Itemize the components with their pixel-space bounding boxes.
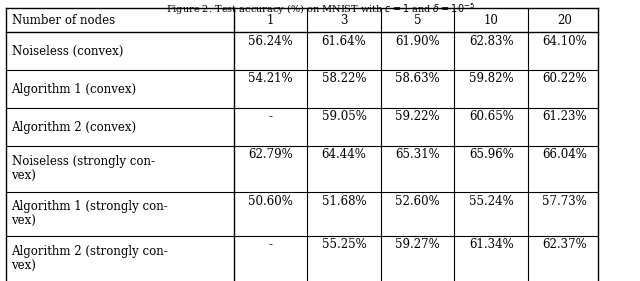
Text: 52.60%: 52.60% bbox=[396, 195, 440, 208]
Text: 62.37%: 62.37% bbox=[543, 238, 587, 251]
Text: 56.24%: 56.24% bbox=[248, 35, 292, 47]
Text: 57.73%: 57.73% bbox=[542, 195, 588, 208]
Text: Algorithm 2 (convex): Algorithm 2 (convex) bbox=[12, 121, 137, 134]
Text: 58.63%: 58.63% bbox=[396, 72, 440, 85]
Text: 61.23%: 61.23% bbox=[543, 110, 587, 123]
Text: Number of nodes: Number of nodes bbox=[12, 14, 115, 27]
Text: 61.64%: 61.64% bbox=[322, 35, 366, 47]
Text: 54.21%: 54.21% bbox=[248, 72, 292, 85]
Text: 20: 20 bbox=[557, 14, 572, 27]
Text: Algorithm 1 (strongly con-
vex): Algorithm 1 (strongly con- vex) bbox=[12, 200, 168, 228]
Text: 59.82%: 59.82% bbox=[469, 72, 513, 85]
Text: 61.90%: 61.90% bbox=[396, 35, 440, 47]
Text: 1: 1 bbox=[267, 14, 274, 27]
Text: 60.22%: 60.22% bbox=[543, 72, 587, 85]
Text: Noiseless (strongly con-
vex): Noiseless (strongly con- vex) bbox=[12, 155, 154, 183]
Text: 61.34%: 61.34% bbox=[469, 238, 513, 251]
Text: 59.22%: 59.22% bbox=[396, 110, 440, 123]
Text: Algorithm 1 (convex): Algorithm 1 (convex) bbox=[12, 83, 137, 96]
Text: 64.44%: 64.44% bbox=[321, 148, 367, 161]
Text: Noiseless (convex): Noiseless (convex) bbox=[12, 45, 123, 58]
Text: 58.22%: 58.22% bbox=[322, 72, 366, 85]
Text: 62.83%: 62.83% bbox=[469, 35, 513, 47]
Text: Figure 2: Test accuracy (%) on MNIST with $\epsilon=1$ and $\delta=10^{-5}$: Figure 2: Test accuracy (%) on MNIST wit… bbox=[166, 1, 474, 17]
Text: 62.79%: 62.79% bbox=[248, 148, 292, 161]
Text: 50.60%: 50.60% bbox=[248, 195, 293, 208]
Text: 5: 5 bbox=[414, 14, 421, 27]
Text: 51.68%: 51.68% bbox=[322, 195, 366, 208]
Text: 66.04%: 66.04% bbox=[542, 148, 588, 161]
Text: Algorithm 2 (strongly con-
vex): Algorithm 2 (strongly con- vex) bbox=[12, 245, 168, 273]
Text: 65.96%: 65.96% bbox=[468, 148, 514, 161]
Text: 59.05%: 59.05% bbox=[321, 110, 367, 123]
Text: 55.25%: 55.25% bbox=[322, 238, 366, 251]
Text: 60.65%: 60.65% bbox=[468, 110, 514, 123]
Text: 64.10%: 64.10% bbox=[543, 35, 587, 47]
Text: 3: 3 bbox=[340, 14, 348, 27]
Text: 65.31%: 65.31% bbox=[396, 148, 440, 161]
Text: 55.24%: 55.24% bbox=[469, 195, 513, 208]
Text: 10: 10 bbox=[484, 14, 499, 27]
Text: -: - bbox=[268, 110, 273, 123]
Text: -: - bbox=[268, 238, 273, 251]
Text: 59.27%: 59.27% bbox=[396, 238, 440, 251]
